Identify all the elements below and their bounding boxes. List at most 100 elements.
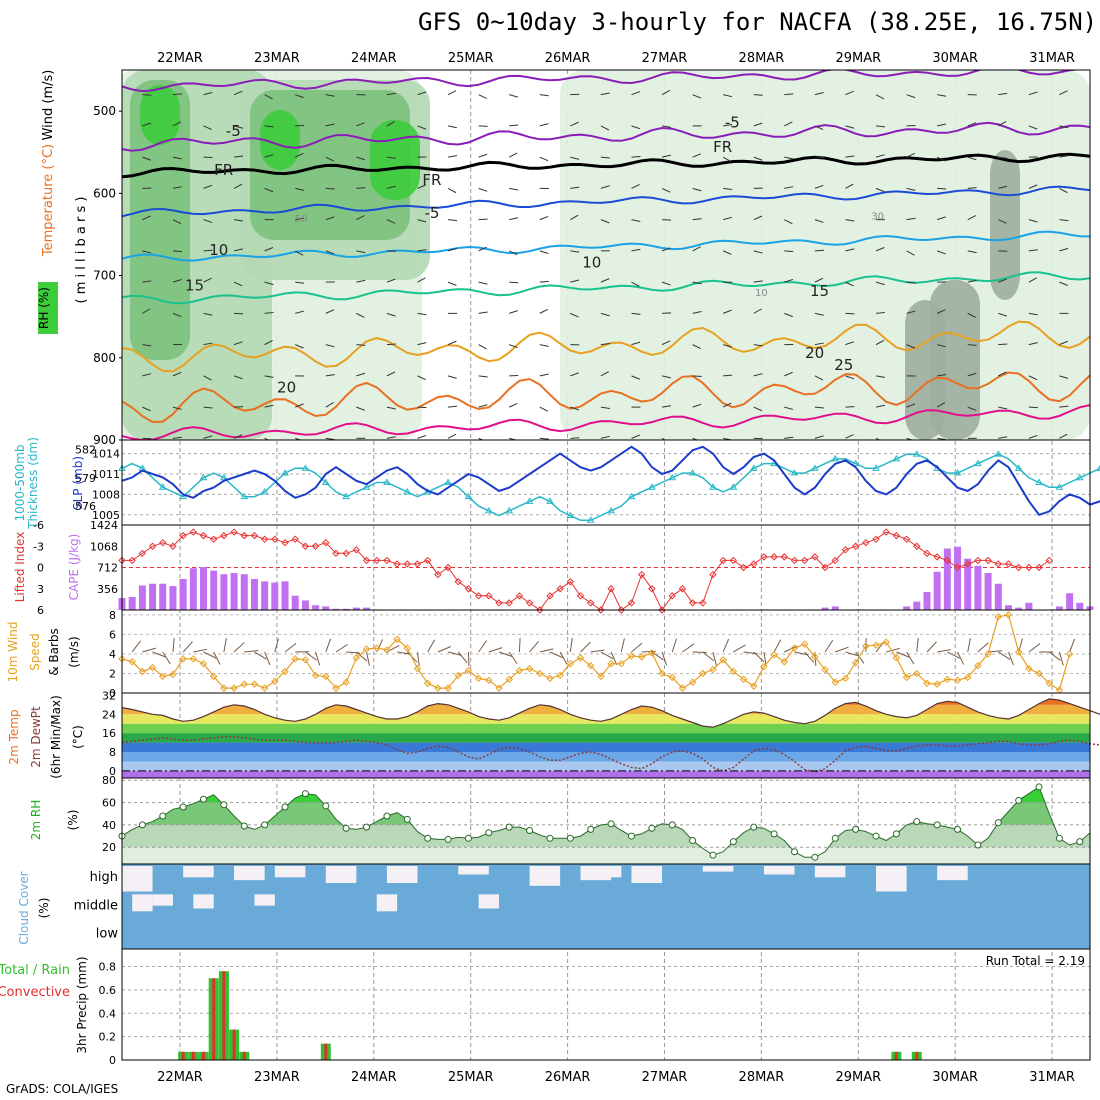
wind-barb bbox=[570, 406, 580, 411]
lifted-index-marker bbox=[444, 563, 452, 572]
wind-barb bbox=[386, 312, 396, 317]
lifted-index-marker bbox=[607, 585, 615, 593]
wind-speed-marker bbox=[271, 677, 279, 685]
pressure-panel: 576 579 582 1005 1008 1011 1014 1000-500mb Thick… bbox=[13, 437, 1100, 530]
cape-bar bbox=[200, 567, 208, 610]
wind-barb bbox=[936, 309, 946, 314]
wind-speed-marker bbox=[281, 667, 289, 676]
wind-barb bbox=[845, 125, 855, 129]
lifted-index-marker bbox=[892, 531, 901, 540]
cloud-axis-label: Cloud Cover bbox=[17, 871, 31, 944]
wind-barb bbox=[661, 405, 672, 408]
wind-barb bbox=[386, 92, 396, 96]
wind-barb bbox=[600, 219, 610, 224]
wind-barb bbox=[937, 123, 947, 127]
wind-speed-marker bbox=[536, 669, 544, 678]
thickness-marker bbox=[912, 450, 921, 457]
wind-barb bbox=[631, 434, 641, 439]
rh2m-axis-label: 2m RH bbox=[29, 800, 43, 841]
wind-barb bbox=[906, 94, 916, 99]
pressure-tick-label: 800 bbox=[93, 351, 116, 365]
rh-marker bbox=[301, 790, 309, 798]
thickness-marker bbox=[484, 506, 493, 514]
wind-barb bbox=[998, 219, 1007, 224]
surface-wind-barb bbox=[631, 642, 643, 653]
rh-marker bbox=[240, 822, 248, 830]
wind-speed-marker bbox=[556, 671, 564, 680]
lifted-index-marker bbox=[383, 556, 391, 565]
cape-bar bbox=[220, 574, 228, 610]
thickness-marker bbox=[709, 483, 717, 490]
temp-band bbox=[122, 704, 1090, 715]
wind-barb bbox=[172, 436, 182, 439]
wind-barb bbox=[692, 311, 702, 314]
precip-frame bbox=[121, 948, 1091, 1061]
wind-barb bbox=[1059, 219, 1069, 222]
wind-barb bbox=[570, 372, 579, 377]
rh-band bbox=[122, 786, 1090, 803]
surface-wind-barb bbox=[610, 651, 618, 665]
date-label-bottom: 25MAR bbox=[448, 1070, 494, 1085]
wind-speed-marker bbox=[831, 678, 839, 686]
rh-marker bbox=[709, 851, 717, 859]
wind-barb bbox=[875, 375, 885, 378]
wind-speed-marker bbox=[994, 613, 1002, 621]
temp-band bbox=[122, 770, 1090, 778]
cape-bar bbox=[984, 572, 992, 610]
date-label-top: 31MAR bbox=[1029, 51, 1075, 66]
wind-barb bbox=[539, 250, 549, 254]
lifted-index-marker bbox=[434, 570, 442, 579]
thickness-marker bbox=[158, 483, 167, 490]
wind-barb bbox=[295, 152, 304, 158]
wind-barb bbox=[814, 406, 824, 409]
wind-barb bbox=[723, 94, 733, 98]
date-label-top: 23MAR bbox=[254, 51, 300, 66]
thickness-marker bbox=[281, 469, 289, 476]
wind-barb bbox=[875, 247, 885, 252]
wind-barb bbox=[967, 187, 977, 189]
lifted-index-marker bbox=[882, 528, 890, 536]
wind-barb bbox=[233, 375, 243, 380]
rh-marker bbox=[322, 802, 330, 810]
wind-barb bbox=[478, 94, 487, 99]
wind-speed-marker bbox=[546, 674, 554, 683]
wind-barb bbox=[356, 344, 366, 346]
cape-bar bbox=[1066, 593, 1074, 610]
lifted-tick-label: 6 bbox=[37, 604, 44, 617]
rh-marker bbox=[464, 834, 472, 842]
cape-bar bbox=[230, 572, 238, 610]
wind-barb bbox=[172, 371, 182, 377]
thickness-marker bbox=[647, 483, 656, 490]
wind-barb bbox=[1028, 277, 1037, 283]
wind-barb bbox=[356, 312, 365, 318]
wind-barb bbox=[509, 281, 519, 284]
surface-wind-barb bbox=[457, 651, 468, 664]
wind-barb bbox=[814, 92, 824, 96]
upper-air-fields bbox=[122, 70, 1090, 440]
wind-barb bbox=[478, 437, 484, 440]
slp-tick-label: 1011 bbox=[92, 468, 120, 481]
date-label-top: 25MAR bbox=[448, 51, 494, 66]
wind-speed-marker bbox=[902, 673, 911, 682]
precip-convective-bar bbox=[915, 1051, 919, 1060]
wind-barb bbox=[386, 436, 396, 439]
precip-convective-bar bbox=[191, 1051, 195, 1060]
lifted-index-marker bbox=[230, 528, 238, 536]
wind-barb bbox=[753, 250, 763, 254]
surface-wind-barb bbox=[957, 651, 965, 665]
lifted-index-marker bbox=[393, 560, 401, 568]
cloud-gap bbox=[702, 866, 734, 872]
date-label-bottom: 26MAR bbox=[545, 1070, 591, 1085]
wind-barb bbox=[906, 281, 916, 284]
wind-barb bbox=[142, 156, 152, 161]
wind-barb bbox=[906, 250, 915, 256]
wind-barb bbox=[539, 123, 549, 127]
precip-convective-bar bbox=[894, 1051, 898, 1060]
wind-barb bbox=[447, 155, 458, 158]
surface-wind-barb bbox=[671, 638, 678, 653]
wind-speed-marker bbox=[322, 672, 330, 681]
rh-marker bbox=[200, 795, 208, 803]
cape-tick-label: 712 bbox=[97, 562, 118, 575]
wind-speed-marker bbox=[1014, 648, 1023, 656]
wind-speed-marker bbox=[780, 658, 789, 666]
